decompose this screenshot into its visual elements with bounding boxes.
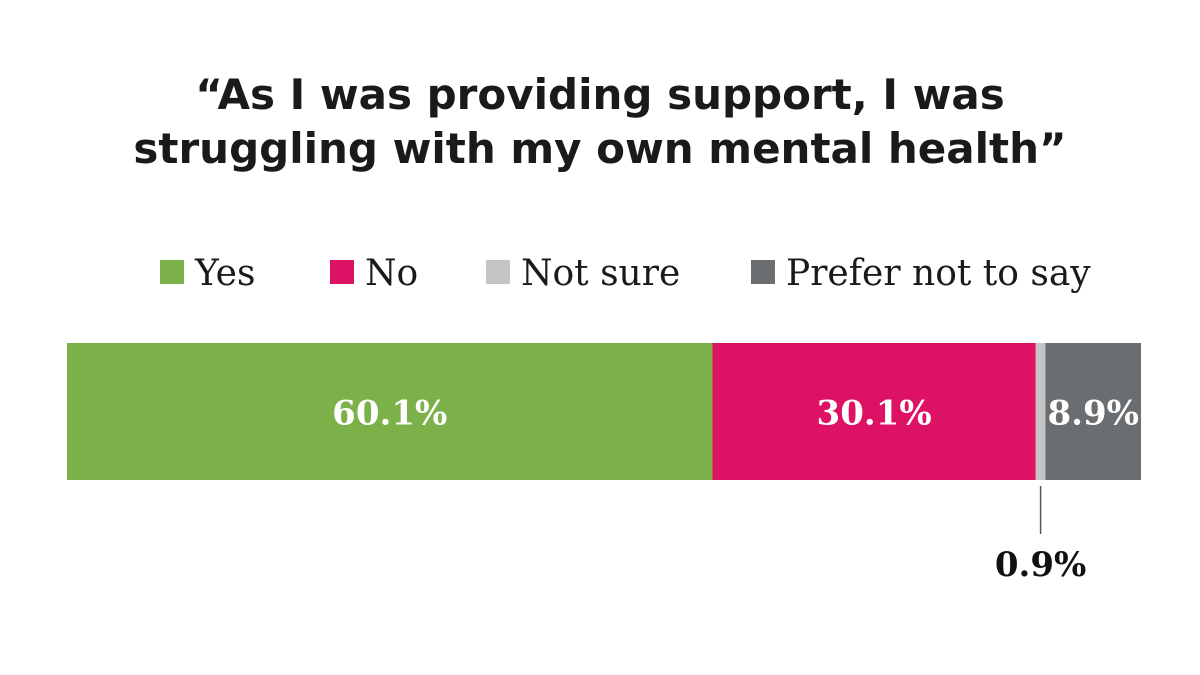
bar-segment-prefer-not-to-say [1045, 343, 1141, 480]
legend-swatch-no [330, 260, 354, 284]
legend-swatch-yes [160, 260, 184, 284]
legend-swatch-not-sure [486, 260, 510, 284]
bar-segment-no [712, 343, 1036, 480]
bar-segment-not-sure [1035, 343, 1046, 480]
legend-label-yes: Yes [194, 253, 255, 294]
chart-title: “As I was providing support, I was strug… [0, 68, 1200, 176]
segment-label-not-sure: 0.9% [995, 545, 1086, 585]
legend-label-not-sure: Not sure [521, 253, 680, 294]
legend-label-no: No [365, 253, 418, 294]
segment-label-yes: 60.1% [332, 394, 447, 434]
chart-title-line-2: struggling with my own mental health” [133, 124, 1067, 173]
segment-label-prefer-not-to-say: 8.9% [1047, 394, 1138, 434]
legend: Yes No Not sure Prefer not to say [160, 253, 1091, 294]
legend-swatch-prefer-not-to-say [751, 260, 775, 284]
chart-title-line-1: “As I was providing support, I was [195, 70, 1005, 119]
segment-label-no: 30.1% [817, 394, 932, 434]
bar-segments [67, 343, 1141, 480]
legend-label-prefer-not-to-say: Prefer not to say [786, 253, 1091, 294]
segment-labels: 60.1% 30.1% 0.9% 8.9% [332, 394, 1139, 586]
bar-segment-yes [67, 343, 713, 480]
